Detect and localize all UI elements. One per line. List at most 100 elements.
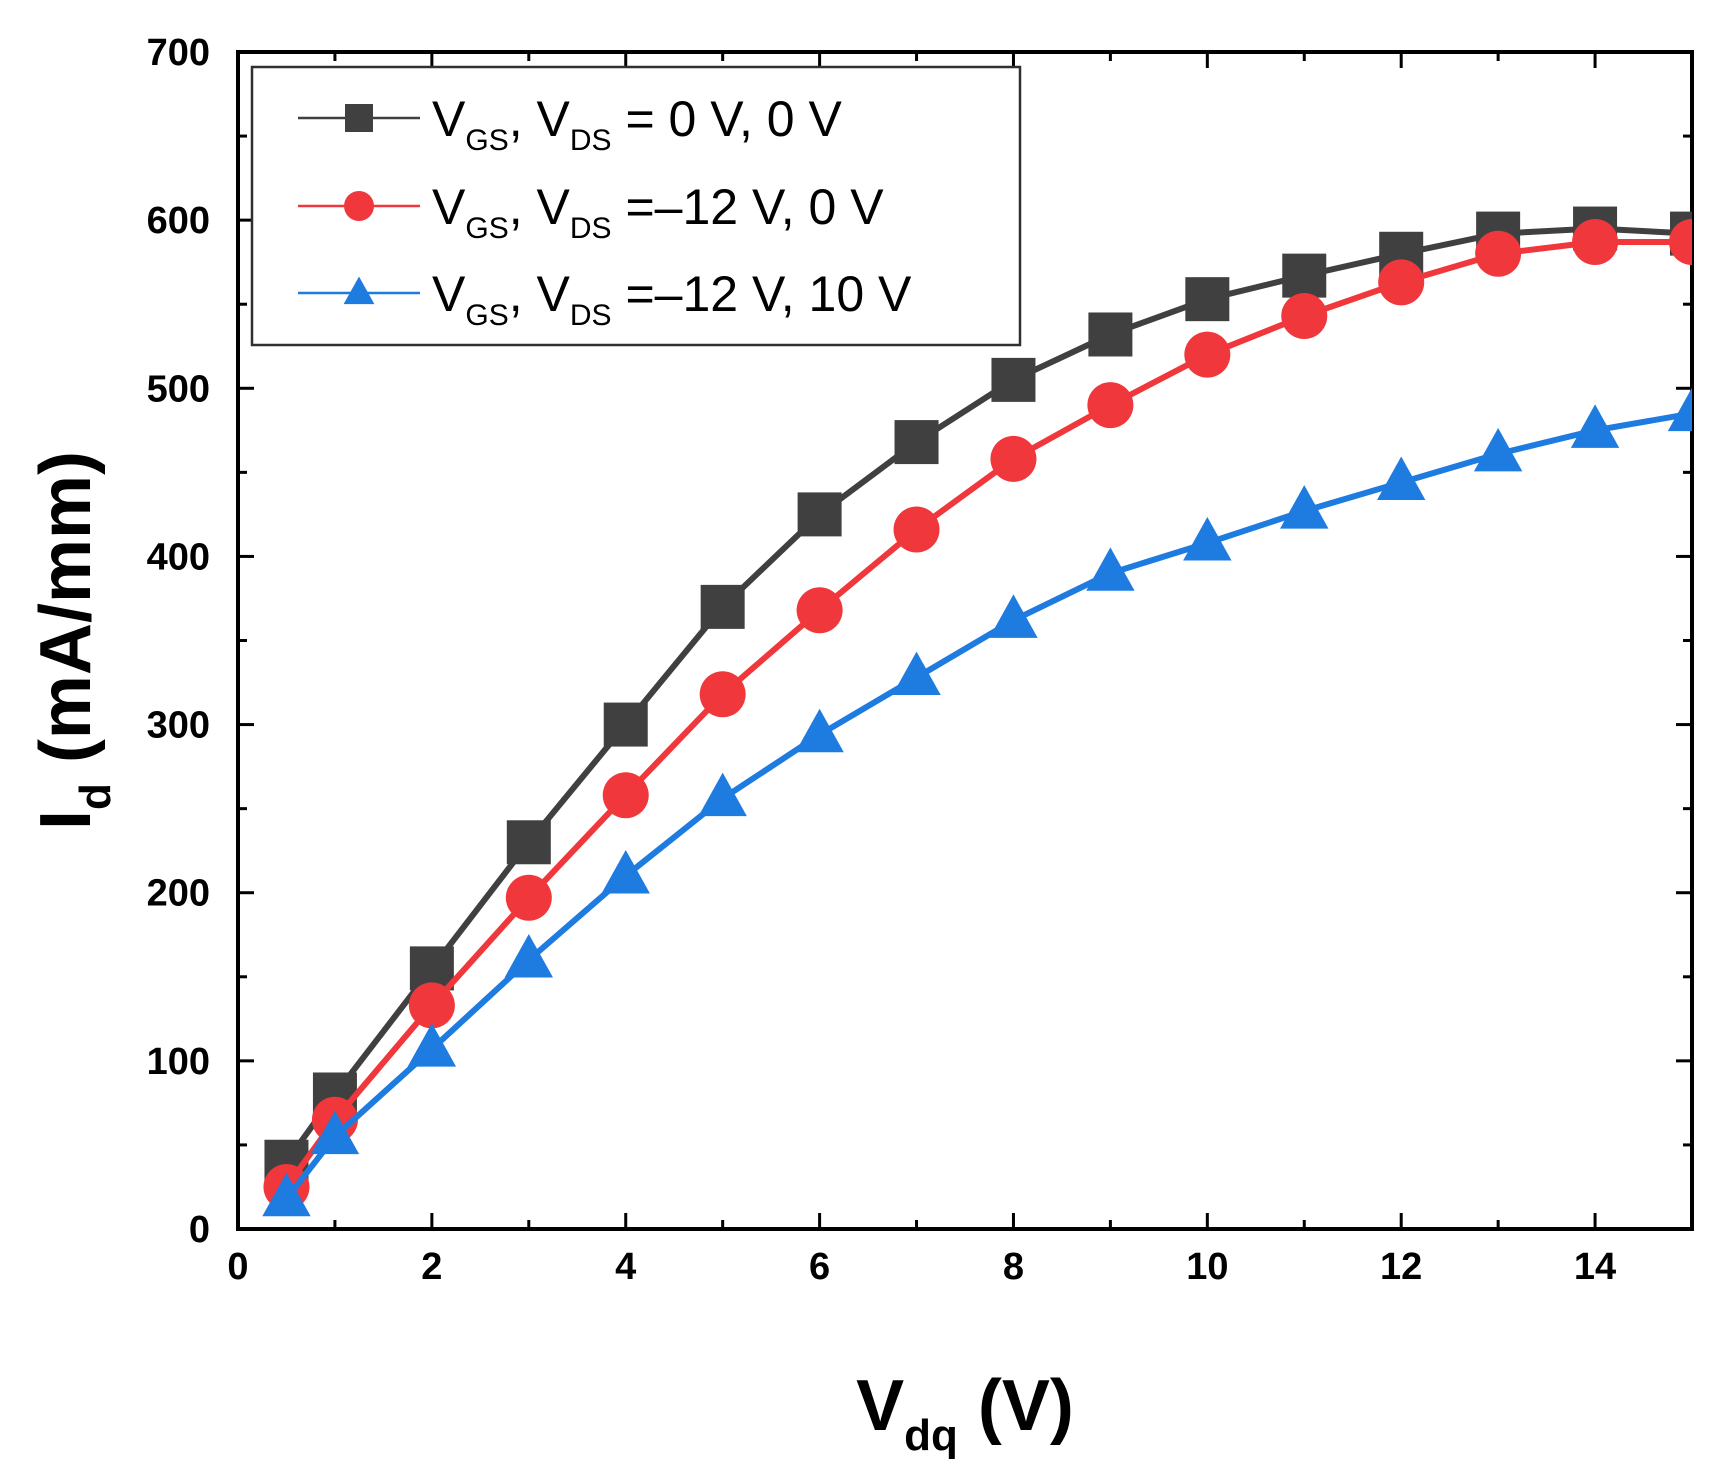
x-tick-label: 0 xyxy=(227,1246,248,1288)
data-point xyxy=(700,584,745,629)
data-point xyxy=(1475,230,1522,277)
legend-item-1: VGS, VDS = 0 V, 0 V xyxy=(298,91,842,157)
legend-sub2: DS xyxy=(570,299,612,332)
data-point xyxy=(990,435,1037,482)
y-tick-label: 600 xyxy=(147,200,210,242)
x-tick-label: 14 xyxy=(1574,1246,1616,1288)
x-tick-label: 10 xyxy=(1186,1246,1228,1288)
legend-sep: , xyxy=(509,91,537,147)
data-point xyxy=(797,492,842,537)
legend-sep: , xyxy=(509,179,537,235)
legend-rest: =–12 V, 10 V xyxy=(612,266,912,322)
data-point xyxy=(1473,427,1523,472)
legend-v1: V xyxy=(432,179,466,235)
series-line xyxy=(284,225,1692,1164)
data-point xyxy=(1184,331,1231,378)
series-2 xyxy=(263,219,1692,1210)
legend-v1: V xyxy=(432,91,466,147)
data-point xyxy=(408,982,455,1029)
data-point xyxy=(1669,219,1692,265)
data-point xyxy=(310,1110,360,1155)
x-axis-title: Vdq (V) xyxy=(856,1366,1074,1460)
data-point xyxy=(1088,312,1133,357)
legend-sub2: DS xyxy=(570,124,612,157)
data-point xyxy=(601,849,650,894)
legend-box xyxy=(250,65,1022,347)
legend-rest: =–12 V, 0 V xyxy=(612,179,885,235)
x-tick-label: 8 xyxy=(1003,1246,1024,1288)
y-tick-label: 100 xyxy=(147,1041,210,1083)
series-1 xyxy=(264,206,1692,1184)
y-tick-label: 500 xyxy=(147,368,210,410)
y-tick-label: 200 xyxy=(147,873,210,915)
legend-label: VGS, VDS = 0 V, 0 V xyxy=(432,91,842,157)
x-axis-tail: (V) xyxy=(958,1366,1074,1446)
data-point xyxy=(699,671,746,718)
x-tick-label: 6 xyxy=(809,1246,830,1288)
legend-sub1: GS xyxy=(465,212,508,245)
y-axis-title: Id (mA/mm) xyxy=(26,451,120,830)
data-point xyxy=(795,708,844,753)
y-tick-label: 700 xyxy=(147,32,210,74)
y-tick-label: 400 xyxy=(147,536,210,578)
data-point xyxy=(1572,219,1619,266)
legend-item-3: VGS, VDS =–12 V, 10 V xyxy=(298,266,912,332)
legend-item-2: VGS, VDS =–12 V, 0 V xyxy=(298,179,884,245)
data-point xyxy=(991,357,1036,402)
axis-labels: Vdq (V) Id (mA/mm) xyxy=(26,451,1074,1460)
legend-label: VGS, VDS =–12 V, 10 V xyxy=(432,266,912,332)
x-axis-main: V xyxy=(856,1366,904,1446)
legend-sub1: GS xyxy=(465,124,508,157)
data-point xyxy=(1183,517,1232,561)
data-point xyxy=(1570,404,1620,448)
data-point xyxy=(504,934,553,978)
legend-v1: V xyxy=(432,266,466,322)
legend-marker xyxy=(343,276,375,305)
data-point xyxy=(893,506,940,553)
data-point xyxy=(1087,382,1134,429)
x-axis-sub: dq xyxy=(904,1411,958,1460)
y-tick-label: 0 xyxy=(189,1209,210,1251)
data-point xyxy=(1282,253,1327,298)
x-tick-label: 12 xyxy=(1380,1246,1422,1288)
legend-marker xyxy=(345,104,373,132)
series-clip xyxy=(262,206,1692,1217)
legend-v2: V xyxy=(537,179,571,235)
data-point xyxy=(407,1023,457,1067)
legend-rest: = 0 V, 0 V xyxy=(612,91,843,147)
data-point xyxy=(1086,547,1135,591)
data-point xyxy=(796,587,843,634)
axis-ticks: 0 2 4 6 8 10 12 14 0 100 200 300 400 500 600 700 xyxy=(147,32,1694,1288)
data-point xyxy=(698,772,747,817)
legend-v2: V xyxy=(537,266,571,322)
y-axis-main: I xyxy=(26,810,106,830)
data-point xyxy=(892,651,941,696)
data-point xyxy=(1280,485,1329,529)
x-tick-label: 4 xyxy=(615,1246,636,1288)
data-point xyxy=(603,702,648,747)
data-point xyxy=(1185,277,1230,322)
legend-sub1: GS xyxy=(465,299,508,332)
series-3 xyxy=(262,387,1692,1217)
legend-sep: , xyxy=(509,266,537,322)
data-point xyxy=(1281,292,1328,339)
legend-v2: V xyxy=(537,91,571,147)
x-tick-label: 2 xyxy=(421,1246,442,1288)
data-point xyxy=(894,420,939,465)
data-point xyxy=(1378,259,1425,306)
y-axis-tail: (mA/mm) xyxy=(26,451,106,783)
series-line xyxy=(284,410,1692,1201)
legend-label: VGS, VDS =–12 V, 0 V xyxy=(432,179,884,245)
data-point xyxy=(989,594,1038,638)
y-tick-label: 300 xyxy=(147,705,210,747)
data-point xyxy=(1377,456,1426,501)
data-point xyxy=(262,1172,311,1217)
data-point xyxy=(505,874,552,921)
series-line xyxy=(284,239,1692,1189)
data-point xyxy=(1667,387,1692,432)
series-layer xyxy=(262,206,1692,1217)
data-point xyxy=(602,772,649,819)
y-axis-sub: d xyxy=(71,783,120,810)
